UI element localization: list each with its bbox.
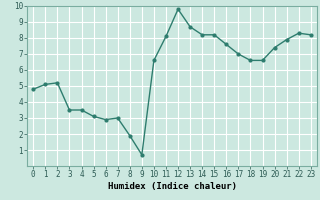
X-axis label: Humidex (Indice chaleur): Humidex (Indice chaleur)	[108, 182, 236, 191]
